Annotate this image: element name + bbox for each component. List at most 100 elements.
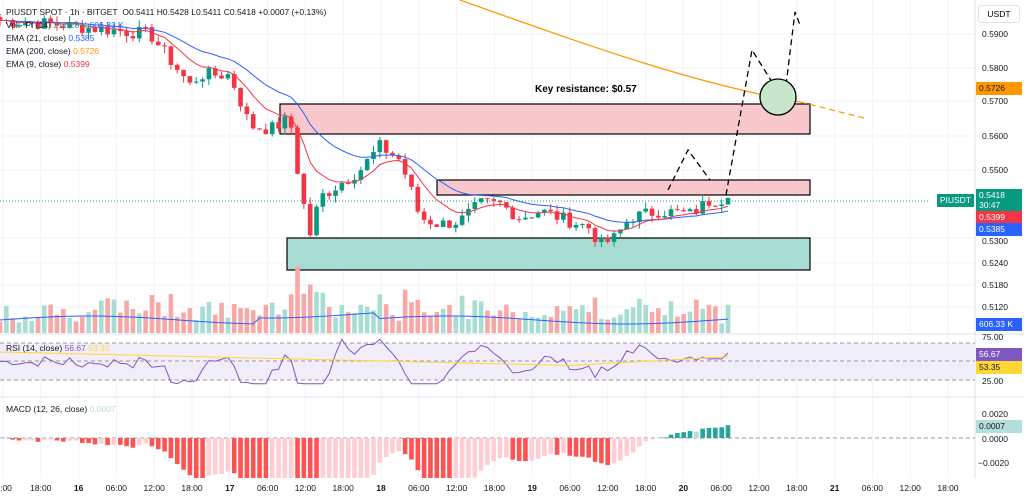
candle-body (637, 211, 642, 223)
symbol-price-tag: PIUSDT (936, 194, 974, 207)
volume-bar (504, 304, 509, 333)
macd-histogram-bar (345, 438, 351, 478)
resistance-zone (279, 103, 811, 135)
candle-body (301, 173, 307, 204)
volume-bar (573, 309, 579, 333)
macd-histogram-bar (497, 438, 503, 459)
candle-body (415, 186, 421, 212)
macd-histogram-bar (675, 432, 680, 438)
candle-body (98, 26, 104, 32)
time-tick: 06:00 (408, 483, 430, 493)
volume-bar (244, 308, 250, 333)
macd-tick: −0.0020 (978, 458, 1009, 468)
volume-bar (599, 318, 604, 333)
macd-histogram-bar (485, 438, 490, 466)
candle-body (510, 207, 516, 220)
candle-body (611, 233, 617, 242)
time-tick: 12:00 (294, 483, 317, 493)
time-tick: 21 (829, 483, 840, 493)
macd-histogram-bar (434, 438, 440, 478)
volume-bar (681, 314, 686, 333)
candle-body (440, 220, 446, 227)
macd-histogram-bar (54, 438, 60, 441)
macd-histogram-bar (459, 438, 465, 478)
candle-body (117, 29, 123, 32)
rsi-legend[interactable]: RSI (14, close) 56.67 53.35 (6, 343, 110, 353)
macd-histogram-bar (42, 438, 47, 440)
macd-histogram-bar (295, 438, 300, 478)
currency-button[interactable]: USDT (978, 5, 1020, 23)
candle-body (136, 26, 142, 39)
macd-histogram-bar (567, 438, 573, 456)
volume-bar (92, 309, 98, 333)
volume-bar (687, 311, 693, 333)
volume-bar (54, 314, 60, 333)
volume-bar (193, 320, 199, 333)
macd-histogram-bar (16, 438, 22, 441)
time-tick: 16 (73, 483, 84, 493)
volume-bar (402, 289, 408, 333)
vol-legend[interactable]: Vol · PI (14) 217.28 K 606.33 K (6, 20, 124, 30)
macd-histogram-bar (428, 438, 433, 478)
candle-body (16, 25, 22, 27)
candle-body (219, 75, 224, 79)
volume-bar (326, 307, 332, 333)
macd-tick: 0.0000 (982, 434, 1008, 444)
macd-histogram-bar (288, 438, 294, 478)
ema9-legend[interactable]: EMA (9, close) 0.5399 (6, 59, 90, 69)
candle-body (700, 201, 705, 214)
candle-body (200, 79, 205, 82)
ema21-price-tag: 0.5385 (976, 223, 1022, 236)
volume-bar (491, 315, 497, 333)
candle-body (567, 212, 573, 228)
volume-bar (434, 311, 440, 333)
volume-bar (706, 304, 712, 333)
candle-body (453, 224, 459, 228)
macd-legend[interactable]: MACD (12, 26, close) 0.0007 (6, 404, 116, 414)
ema9-value: 0.5399 (63, 59, 90, 69)
macd-histogram-bar (238, 438, 243, 478)
macd-histogram-bar (662, 437, 667, 438)
ema200-legend[interactable]: EMA (200, close) 0.5726 (6, 46, 99, 56)
candle-body (130, 36, 136, 39)
macd-histogram-bar (130, 438, 136, 448)
candle-body (276, 122, 281, 129)
macd-histogram-bar (333, 438, 338, 478)
time-tick: 12:00 (748, 483, 770, 493)
ema200-price-tag: 0.5726 (976, 82, 1022, 95)
candle-body (124, 31, 129, 37)
price-tick: 0.5120 (982, 302, 1008, 312)
volume-bar (79, 316, 85, 333)
candle-body (675, 209, 680, 211)
candle-body (250, 114, 256, 129)
volume-bar (10, 318, 15, 333)
target-circle (759, 78, 797, 116)
volume-bar (320, 292, 326, 333)
macd-histogram-bar (67, 438, 72, 441)
macd-histogram-bar (396, 438, 402, 452)
ema21-legend[interactable]: EMA (21, close) 0.5385 (6, 33, 94, 43)
volume-bar (649, 312, 655, 333)
macd-tag: 0.0007 (976, 420, 1022, 433)
time-tick: 06:00 (710, 483, 732, 493)
candle-body (377, 140, 383, 152)
vol-value: 217.28 K (53, 20, 88, 30)
candle-body (288, 116, 294, 128)
macd-histogram-bar (105, 438, 110, 446)
candle-body (478, 198, 484, 203)
macd-histogram-bar (168, 438, 174, 459)
volume-bar (592, 297, 598, 333)
time-tick: 18 (376, 483, 386, 493)
macd-histogram-bar (86, 438, 91, 444)
candle-body (643, 208, 649, 212)
volume-bar (485, 310, 490, 333)
candle-body (485, 198, 490, 200)
vol-ma-value: 606.33 K (89, 20, 124, 30)
volume-bar (466, 319, 471, 333)
macd-histogram-bar (586, 438, 592, 458)
volume-bar (206, 302, 212, 333)
candle-body (649, 208, 655, 216)
candle-body (358, 170, 364, 180)
high-value: H0.5428 (156, 7, 189, 17)
